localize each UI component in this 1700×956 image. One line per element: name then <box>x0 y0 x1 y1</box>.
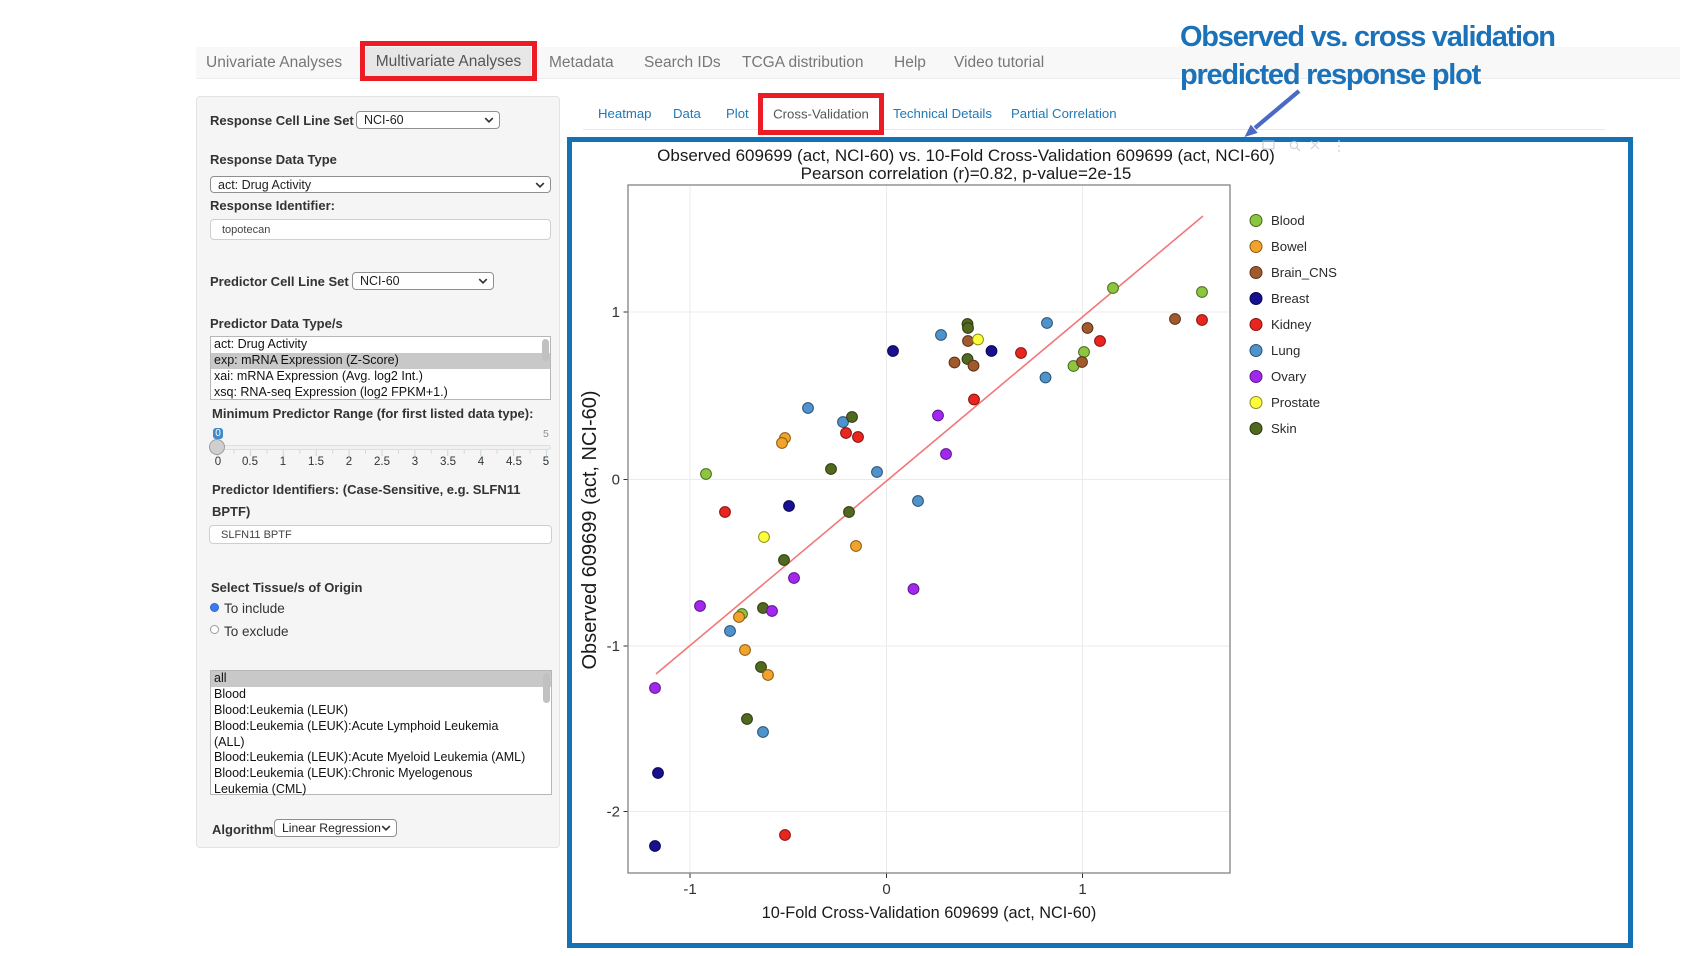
svg-text:10-Fold Cross-Validation 60969: 10-Fold Cross-Validation 609699 (act, NC… <box>762 904 1097 922</box>
svg-text:Kidney: Kidney <box>1271 317 1312 332</box>
svg-text:Skin: Skin <box>1271 421 1297 436</box>
svg-text:1: 1 <box>612 304 620 321</box>
svg-text:Pearson correlation (r)=0.82,: Pearson correlation (r)=0.82, p-value=2e… <box>801 164 1132 183</box>
svg-text:1: 1 <box>1078 881 1086 898</box>
svg-text:Lung: Lung <box>1271 343 1300 358</box>
svg-text:Observed 609699 (act, NCI-60): Observed 609699 (act, NCI-60) vs. 10-Fol… <box>657 146 1275 165</box>
svg-text:0: 0 <box>612 472 620 489</box>
svg-text:Bowel: Bowel <box>1271 239 1307 254</box>
svg-text:Observed 609699 (act, NCI-60): Observed 609699 (act, NCI-60) <box>579 390 601 669</box>
svg-text:Breast: Breast <box>1271 291 1309 306</box>
svg-text:-1: -1 <box>607 638 620 655</box>
svg-text:Blood: Blood <box>1271 213 1305 228</box>
svg-text:Prostate: Prostate <box>1271 395 1320 410</box>
svg-text:0: 0 <box>882 881 890 898</box>
svg-text:-1: -1 <box>683 881 696 898</box>
svg-text:Brain_CNS: Brain_CNS <box>1271 265 1337 280</box>
svg-text:-2: -2 <box>607 804 620 821</box>
svg-text:Ovary: Ovary <box>1271 369 1307 384</box>
